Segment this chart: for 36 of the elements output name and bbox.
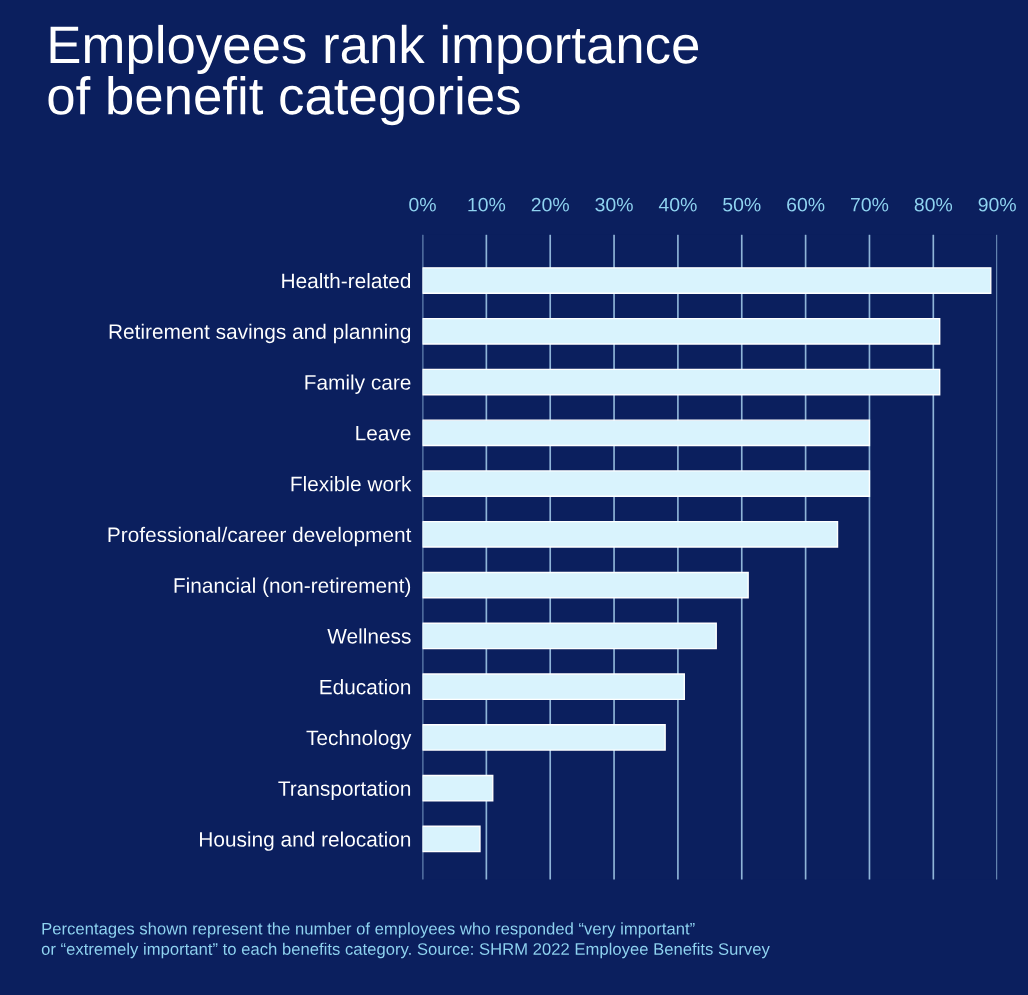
bar <box>422 673 685 701</box>
x-tick-label: 90% <box>978 197 1016 212</box>
x-tick-label: 60% <box>787 197 825 212</box>
x-tick-label: 70% <box>851 197 889 212</box>
x-tick-label: 0% <box>409 197 436 212</box>
text: Percentages shown represent the number of employees who responded “very important” or “extremely important” to each benefits category. Source: SHRM 2022 Employee Benefits Survey <box>41 922 770 959</box>
y-tick-label: Wellness <box>327 628 411 644</box>
y-tick-label: Education <box>320 679 411 695</box>
bar <box>422 774 494 802</box>
y-tick-label: Transportation <box>278 780 411 801</box>
y-tick-label: Retirement savings and planning <box>109 323 411 344</box>
y-tick-label: Leave <box>356 426 411 441</box>
x-tick-label: 10% <box>468 197 506 212</box>
y-tick-label: Professional/career development <box>108 526 412 547</box>
bar <box>422 368 941 396</box>
bar <box>422 317 941 345</box>
bar <box>422 724 666 751</box>
bar <box>422 520 839 548</box>
bar <box>422 825 481 853</box>
x-tick-label: 50% <box>723 197 761 212</box>
y-tick-label: Health-related <box>282 272 411 289</box>
bar <box>422 470 871 497</box>
x-tick-label: 80% <box>914 197 953 212</box>
bar <box>422 622 717 650</box>
x-tick-label: 40% <box>658 197 697 212</box>
bar <box>422 419 871 447</box>
y-tick-label: Housing and relocation <box>200 831 411 851</box>
x-tick-label: 20% <box>531 197 569 212</box>
y-tick-label: Technology <box>306 729 412 750</box>
y-tick-label: Financial (non-retirement) <box>174 577 411 597</box>
chart-title: Employees rank importance of benefit categories <box>48 24 699 126</box>
y-tick-label: Family care <box>305 374 411 394</box>
x-tick-label: 30% <box>595 197 633 212</box>
y-tick-label: Flexible work <box>291 476 412 492</box>
bar <box>422 267 992 294</box>
bar <box>422 571 749 599</box>
